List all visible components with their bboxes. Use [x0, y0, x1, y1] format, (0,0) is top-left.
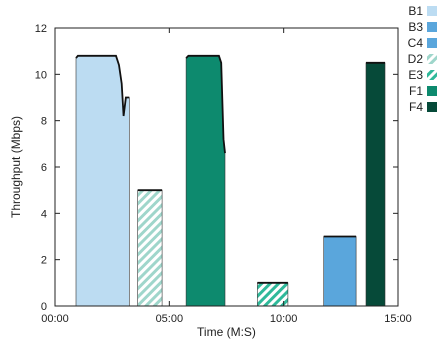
- legend-label: F4: [409, 100, 423, 114]
- x-axis-label: Time (M:S): [197, 325, 256, 339]
- y-tick-label: 6: [41, 162, 47, 174]
- x-tick-label: 15:00: [384, 313, 412, 325]
- y-tick-label: 12: [35, 23, 47, 35]
- x-axis-ticks: 00:00 05:00 10:00 15:00: [41, 28, 412, 325]
- y-axis-ticks: 0 2 4 6 8 10 12: [35, 23, 398, 313]
- y-tick-label: 2: [41, 255, 47, 267]
- series-layer: [75, 54, 386, 307]
- y-tick-label: 4: [41, 208, 47, 220]
- legend-label: C4: [408, 36, 424, 50]
- series-area-f4: [365, 62, 386, 307]
- legend-item-c4: C4: [408, 36, 437, 50]
- legend-item-f4: F4: [409, 100, 437, 114]
- legend-swatch: [427, 6, 437, 16]
- x-tick-label: 00:00: [41, 313, 69, 325]
- legend-swatch: [427, 86, 437, 96]
- legend-label: D2: [408, 52, 424, 66]
- legend-label: E3: [408, 68, 423, 82]
- x-tick-label: 05:00: [156, 313, 184, 325]
- x-tick-label: 10:00: [270, 313, 298, 325]
- series-top-f1: [185, 54, 226, 154]
- series-area-d2: [137, 189, 163, 307]
- legend-label: B3: [408, 20, 423, 34]
- legend-swatch: [427, 38, 437, 48]
- legend-swatch: [427, 22, 437, 32]
- legend-item-e3: E3: [408, 68, 437, 82]
- legend-label: F1: [409, 84, 423, 98]
- series-area-b1: [75, 55, 130, 307]
- series-area-f1: [185, 55, 226, 307]
- series-top-b1: [75, 54, 130, 117]
- legend-item-d2: D2: [408, 52, 437, 66]
- legend-swatch: [427, 54, 437, 64]
- legend-item-f1: F1: [409, 84, 437, 98]
- legend-label: B1: [408, 4, 423, 18]
- y-tick-label: 10: [35, 69, 47, 81]
- legend-swatch: [427, 70, 437, 80]
- legend-swatch: [427, 102, 437, 112]
- legend-item-b3: B3: [408, 20, 437, 34]
- y-tick-label: 0: [41, 301, 47, 313]
- legend-item-b1: B1: [408, 4, 437, 18]
- y-tick-label: 8: [41, 116, 47, 128]
- legend: B1 B3 C4 D2 E3 F1 F4: [408, 4, 437, 114]
- y-axis-label: Throughput (Mbps): [9, 116, 23, 218]
- series-area-b3: [323, 236, 357, 307]
